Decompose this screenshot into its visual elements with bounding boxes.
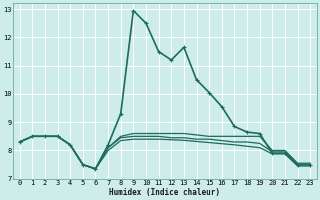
X-axis label: Humidex (Indice chaleur): Humidex (Indice chaleur) xyxy=(109,188,220,197)
